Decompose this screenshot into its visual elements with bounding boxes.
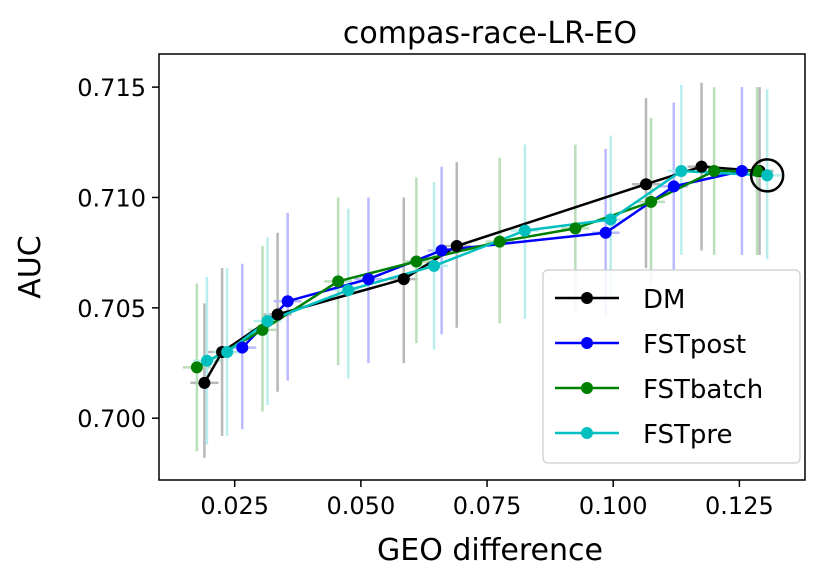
point-dm-5 xyxy=(640,178,653,191)
point-dm-4 xyxy=(450,240,463,253)
point-fstpost-5 xyxy=(667,180,680,193)
point-fstpost-4 xyxy=(599,226,612,239)
y-axis: 0.700 0.705 0.710 0.715 xyxy=(77,74,159,433)
legend-label-fstpost: FSTpost xyxy=(643,330,746,360)
x-axis-label: GEO difference xyxy=(377,533,603,568)
point-fstbatch-1 xyxy=(256,323,269,336)
y-tick-label-3: 0.715 xyxy=(77,74,146,102)
y-tick-label-1: 0.705 xyxy=(77,295,146,323)
point-fstpre-4 xyxy=(428,259,441,272)
point-fstpre-7 xyxy=(675,164,688,177)
x-tick-label-1: 0.050 xyxy=(327,492,396,520)
point-fstpost-3 xyxy=(435,244,448,257)
point-fstbatch-5 xyxy=(569,222,582,235)
point-dm-6 xyxy=(695,160,708,173)
point-fstbatch-2 xyxy=(332,275,345,288)
legend-box xyxy=(542,269,801,464)
y-axis-label: AUC xyxy=(13,235,48,298)
point-fstbatch-4 xyxy=(493,235,506,248)
x-tick-label-0: 0.025 xyxy=(200,492,269,520)
point-dm-2 xyxy=(271,308,284,321)
x-tick-label-4: 0.125 xyxy=(705,492,774,520)
legend: DM FSTpost FSTbatch FSTpre xyxy=(542,269,801,464)
y-tick-label-2: 0.710 xyxy=(77,184,146,212)
point-fstpre-8 xyxy=(761,169,774,182)
point-dm-0 xyxy=(198,376,211,389)
point-fstbatch-0 xyxy=(190,361,203,374)
legend-marker-fstbatch xyxy=(581,382,593,394)
plot-frame xyxy=(158,53,806,481)
x-tick-label-3: 0.100 xyxy=(579,492,648,520)
point-fstpost-0 xyxy=(236,341,249,354)
legend-marker-fstpre xyxy=(581,427,593,439)
chart-title: compas-race-LR-EO xyxy=(343,16,637,51)
highlight-marker xyxy=(749,158,785,193)
point-fstpost-2 xyxy=(362,273,375,286)
point-dm-3 xyxy=(397,273,410,286)
point-fstpre-5 xyxy=(518,224,531,237)
legend-label-dm: DM xyxy=(643,285,685,315)
point-fstpre-1 xyxy=(221,345,234,358)
point-fstpre-6 xyxy=(604,213,617,226)
x-axis: 0.025 0.050 0.075 0.100 0.125 xyxy=(200,480,774,520)
legend-marker-dm xyxy=(581,292,593,304)
point-fstpre-3 xyxy=(342,284,355,297)
legend-marker-fstpost xyxy=(581,337,593,349)
y-tick-label-0: 0.700 xyxy=(77,405,146,433)
point-fstbatch-6 xyxy=(645,195,658,208)
point-fstpost-1 xyxy=(281,295,294,308)
point-fstpre-0 xyxy=(200,354,213,367)
highlight-circle xyxy=(749,158,785,193)
legend-label-fstpre: FSTpre xyxy=(643,420,733,450)
point-fstpre-2 xyxy=(261,315,274,328)
legend-label-fstbatch: FSTbatch xyxy=(643,375,763,405)
x-tick-label-2: 0.075 xyxy=(453,492,522,520)
point-fstbatch-3 xyxy=(410,255,423,268)
series-points xyxy=(190,160,774,389)
point-fstbatch-7 xyxy=(708,164,721,177)
point-fstpost-6 xyxy=(735,164,748,177)
